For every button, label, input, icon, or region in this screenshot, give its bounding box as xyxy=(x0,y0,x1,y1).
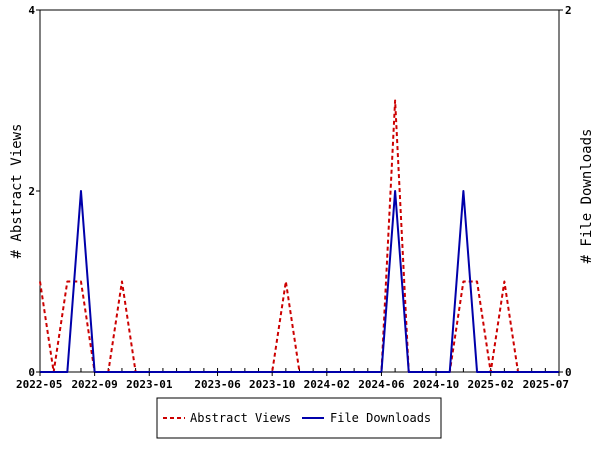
series-line-file-downloads xyxy=(40,190,559,373)
legend-label-file-downloads: File Downloads xyxy=(330,411,431,425)
x-tick-label: 2022-09 xyxy=(71,378,117,391)
y-ticks: 0 2 4 0 2 xyxy=(28,4,571,379)
y-left-tick-label: 2 xyxy=(28,185,35,198)
x-tick-label: 2023-10 xyxy=(249,378,295,391)
legend: Abstract Views File Downloads xyxy=(156,397,442,439)
x-tick-label: 2023-01 xyxy=(126,378,173,391)
x-tick-label: 2025-02 xyxy=(468,378,514,391)
series-layer xyxy=(39,99,559,373)
x-tick-label: 2024-06 xyxy=(358,378,405,391)
x-tick-label: 2023-06 xyxy=(194,378,241,391)
x-tick-label: 2022-05 xyxy=(16,378,62,391)
y-left-tick-label: 4 xyxy=(28,4,35,17)
x-tick-label: 2024-02 xyxy=(304,378,350,391)
legend-label-abstract-views: Abstract Views xyxy=(190,411,291,425)
y-left-axis-title: # Abstract Views xyxy=(9,124,25,259)
y-right-tick-label: 0 xyxy=(565,366,572,379)
y-right-tick-label: 2 xyxy=(565,4,572,17)
legend-box xyxy=(156,397,442,439)
series-line-abstract-views xyxy=(39,99,559,373)
x-tick-label: 2025-07 xyxy=(523,378,569,391)
y-left-tick-label: 0 xyxy=(28,366,35,379)
plot-area xyxy=(39,9,560,373)
x-tick-label: 2024-10 xyxy=(413,378,459,391)
x-tick-labels: 2022-05 2022-09 2023-01 2023-06 2023-10 2024-… xyxy=(16,372,569,391)
y-right-axis-title: # File Downloads xyxy=(579,129,595,264)
